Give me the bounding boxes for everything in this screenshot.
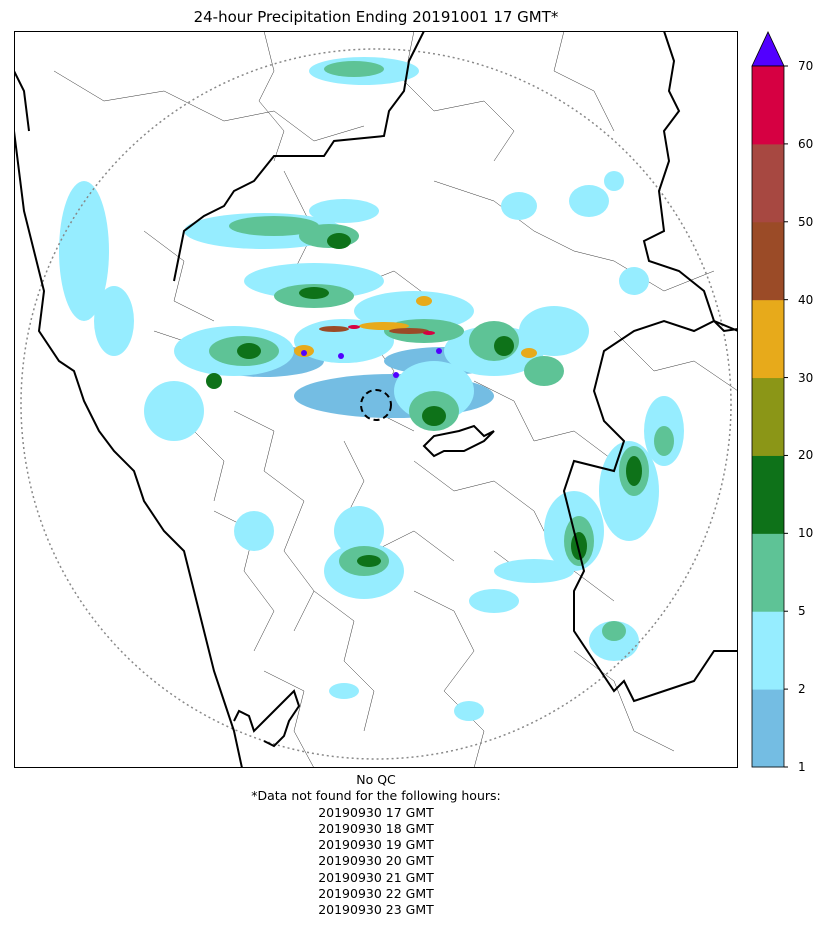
precipitation-field: [59, 57, 684, 721]
colorbar-cell: [752, 455, 784, 534]
colorbar-cell: [752, 611, 784, 690]
state-boundaries: [14, 31, 738, 768]
colorbar-cell: [752, 689, 784, 768]
colorbar-tick-label: 5: [798, 604, 806, 619]
colorbar-tick-label: 40: [798, 292, 814, 307]
missing-data-header: *Data not found for the following hours:: [251, 788, 501, 804]
colorbar-cell: [752, 143, 784, 223]
radar-site-marker: [360, 389, 392, 421]
missing-hour: 20190930 19 GMT: [318, 837, 434, 853]
colorbar-cell: [752, 66, 784, 145]
colorbar-tick-label: 30: [798, 370, 814, 385]
radar-map[interactable]: [14, 31, 738, 768]
missing-hour: 20190930 18 GMT: [318, 820, 434, 836]
colorbar-tick-label: 60: [798, 136, 814, 151]
colorbar-cells: [752, 66, 784, 768]
map-canvas: [14, 31, 738, 768]
missing-hour: 20190930 22 GMT: [318, 886, 434, 902]
colorbar-tick-label: 70: [798, 59, 814, 73]
qc-note: No QC: [356, 772, 396, 787]
radar-range-ring: [20, 48, 732, 760]
colorbar-cell: [752, 299, 784, 379]
colorbar-extend-arrow: [751, 31, 785, 67]
colorbar: [751, 31, 788, 768]
map-title: 24-hour Precipitation Ending 20191001 17…: [193, 8, 559, 26]
missing-hour: 20190930 20 GMT: [318, 853, 434, 869]
missing-hour: 20190930 17 GMT: [318, 804, 434, 820]
colorbar-cell: [752, 221, 784, 301]
missing-hour: 20190930 21 GMT: [318, 869, 434, 885]
colorbar-cell: [752, 533, 784, 612]
colorbar-outline: [751, 65, 785, 768]
colorbar-tick-label: 20: [798, 448, 814, 463]
colorbar-tick-label: 2: [798, 682, 806, 697]
colorbar-cell: [752, 377, 784, 456]
colorbar-tick-label: 1: [798, 760, 806, 774]
notes-block: No QC *Data not found for the following …: [14, 772, 738, 919]
missing-hour: 20190930 23 GMT: [318, 902, 434, 918]
colorbar-tick-label: 10: [798, 526, 814, 541]
colorbar-tick-label: 50: [798, 214, 814, 229]
